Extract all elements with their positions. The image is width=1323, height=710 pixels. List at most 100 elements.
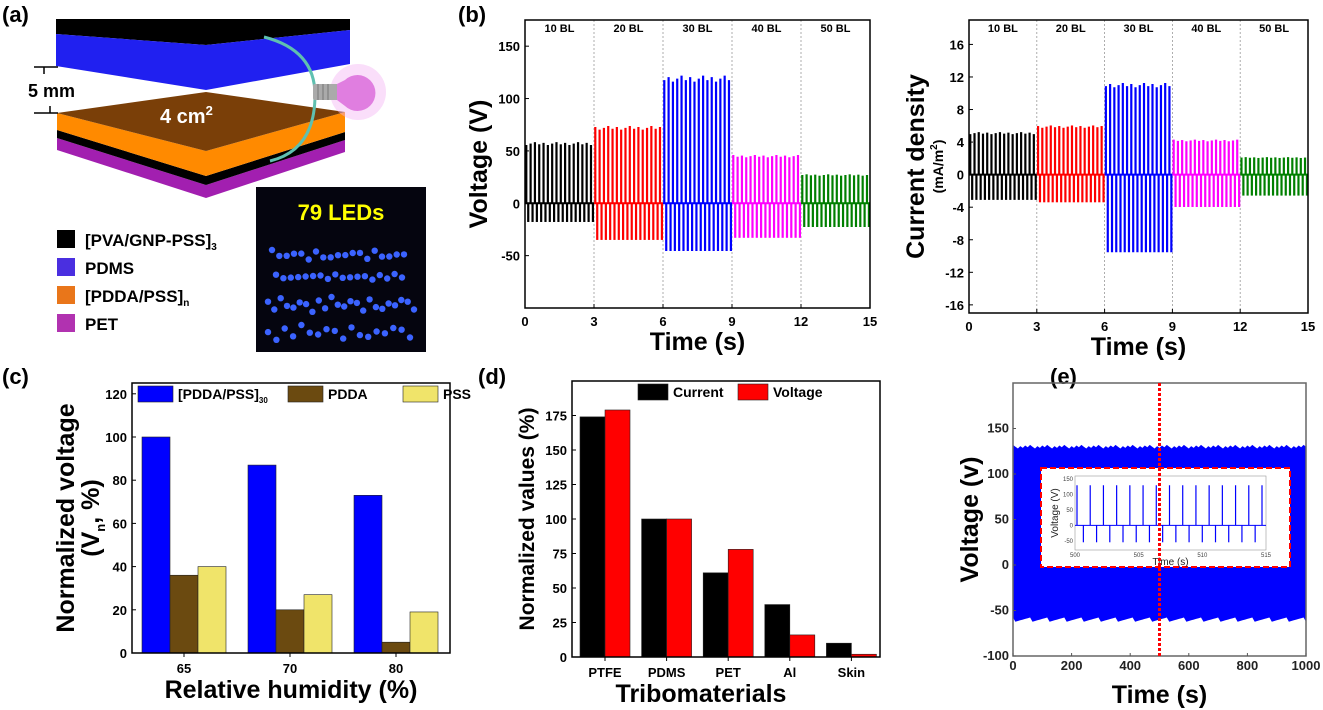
- x-tick-label: 12: [1233, 319, 1247, 334]
- bar-voltage-pet: [727, 549, 754, 658]
- x-tick-label: 15: [863, 314, 877, 329]
- y-axis-title: Current density: [902, 74, 930, 259]
- x-axis-title: Relative humidity (%): [165, 676, 418, 704]
- led-dot: [298, 321, 305, 329]
- y-tick-label: 80: [113, 473, 127, 488]
- chart-tribomaterials-bars: PTFE PDMS PET Al Skin 0 25 50 75 100 125 150 175 Curr…: [516, 380, 881, 708]
- legend-label: Current: [673, 384, 724, 400]
- legend-label-text: Voltage: [773, 384, 823, 400]
- legend-label: PSS: [443, 386, 471, 402]
- bar-current-ptfe: [579, 416, 606, 658]
- series-20-bl: [1036, 125, 1105, 203]
- series-40-bl: [1172, 139, 1241, 208]
- y-tick-label: 25: [553, 616, 567, 631]
- led-dot: [323, 326, 330, 333]
- led-dot: [289, 333, 297, 340]
- led-dot: [400, 251, 408, 258]
- led-dot: [296, 299, 303, 306]
- bar-current-al: [764, 604, 791, 658]
- y-tick-label: -50: [501, 249, 520, 264]
- led-dot: [328, 293, 335, 301]
- panel-label-a: (a): [2, 2, 29, 27]
- y-axis-title: Normalized values (%): [516, 408, 539, 631]
- plot-frame: [131, 382, 451, 654]
- segment-label: 50 BL: [821, 23, 851, 35]
- legend-swatch: [137, 385, 174, 403]
- series-10-bl: [969, 132, 1037, 200]
- x-tick-label: PET: [716, 665, 741, 680]
- led-dot: [290, 304, 297, 311]
- led-dot: [302, 273, 309, 280]
- led-dot: [283, 302, 291, 310]
- legend-swatch: [287, 385, 324, 403]
- inset-frame: [1074, 475, 1267, 551]
- inset-x-tick-label: 515: [1261, 553, 1272, 559]
- led-dot: [364, 255, 371, 262]
- led-dot: [385, 300, 392, 307]
- bar-current-pdms: [641, 518, 667, 658]
- y-tick-label: 50: [553, 581, 567, 596]
- y-tick-label: -100: [983, 648, 1009, 663]
- y-tick-label: 100: [987, 466, 1009, 481]
- y-axis-title-line2: (Vn, %): [77, 479, 108, 556]
- x-axis-title: Tribomaterials: [616, 680, 787, 708]
- led-dot: [356, 249, 364, 257]
- y-axis-unit: (mA/m2): [929, 140, 946, 194]
- panel-label-e: (e): [1050, 364, 1077, 389]
- legend-label: Voltage: [773, 384, 823, 400]
- y-tick-label: 0: [560, 650, 567, 665]
- bar-pdda-65: [169, 574, 199, 654]
- x-tick-label: Al: [783, 665, 796, 680]
- led-dot: [369, 276, 376, 283]
- pet-layer: [57, 138, 345, 198]
- x-tick-label: 12: [794, 314, 808, 329]
- y-tick-label: 20: [113, 603, 127, 618]
- led-dot: [280, 275, 287, 282]
- led-dot: [361, 273, 369, 280]
- led-dot: [334, 301, 341, 308]
- segment-label: 10 BL: [988, 23, 1018, 35]
- led-dot: [283, 252, 290, 259]
- led-dot: [268, 246, 276, 254]
- led-dot: [302, 300, 310, 308]
- inset-x-tick-label: 505: [1134, 553, 1145, 559]
- led-dot: [360, 307, 367, 314]
- x-tick-label: 800: [1237, 658, 1259, 673]
- led-dot: [315, 297, 322, 304]
- chart-current-density-vs-time: 10 BL 20 BL 30 BL 40 BL 50 BL 0 3 6 9 12 15 -16 -12 -…: [902, 19, 1315, 361]
- x-tick-label: 15: [1301, 319, 1315, 334]
- led-dot: [398, 274, 406, 281]
- legend-label-3: PET: [85, 315, 119, 334]
- y-tick-label: 60: [113, 516, 127, 531]
- x-tick-label: 3: [590, 314, 597, 329]
- legend-swatch: [402, 385, 439, 403]
- led-dot: [378, 253, 386, 260]
- bar-pss-80: [409, 611, 439, 654]
- led-dot: [273, 336, 280, 343]
- y-tick-label: 16: [950, 37, 964, 52]
- legend-label-text: [PDDA/PSS]: [178, 386, 259, 402]
- x-tick-label: 600: [1178, 658, 1200, 673]
- gap-dimension: 5 mm: [28, 66, 75, 114]
- segment-label: 40 BL: [752, 23, 782, 35]
- led-dot: [331, 327, 338, 335]
- legend-label: [PDDA/PSS]30: [178, 386, 268, 405]
- led-dot: [281, 325, 288, 332]
- led-dot: [305, 256, 312, 263]
- plot-frame: [524, 19, 871, 309]
- gap-label: 5 mm: [28, 81, 75, 101]
- panel-label-d: (d): [478, 364, 506, 389]
- led-dot: [353, 299, 361, 307]
- bar--pdda-pss--70: [247, 464, 277, 654]
- led-dot: [287, 274, 294, 281]
- x-tick-label: 6: [1101, 319, 1108, 334]
- legend-swatch: [737, 383, 769, 401]
- led-dot: [372, 303, 380, 311]
- led-dot: [379, 305, 386, 312]
- series-20-bl: [594, 126, 664, 240]
- led-dot: [271, 306, 278, 313]
- chart-voltage-vs-time: 10 BL 20 BL 30 BL 40 BL 50 BL 0 3 6 9 12 15 -50 0 50 1…: [465, 19, 877, 356]
- y-tick-label: 75: [553, 547, 567, 562]
- led-photo: 79 LEDs: [256, 187, 426, 352]
